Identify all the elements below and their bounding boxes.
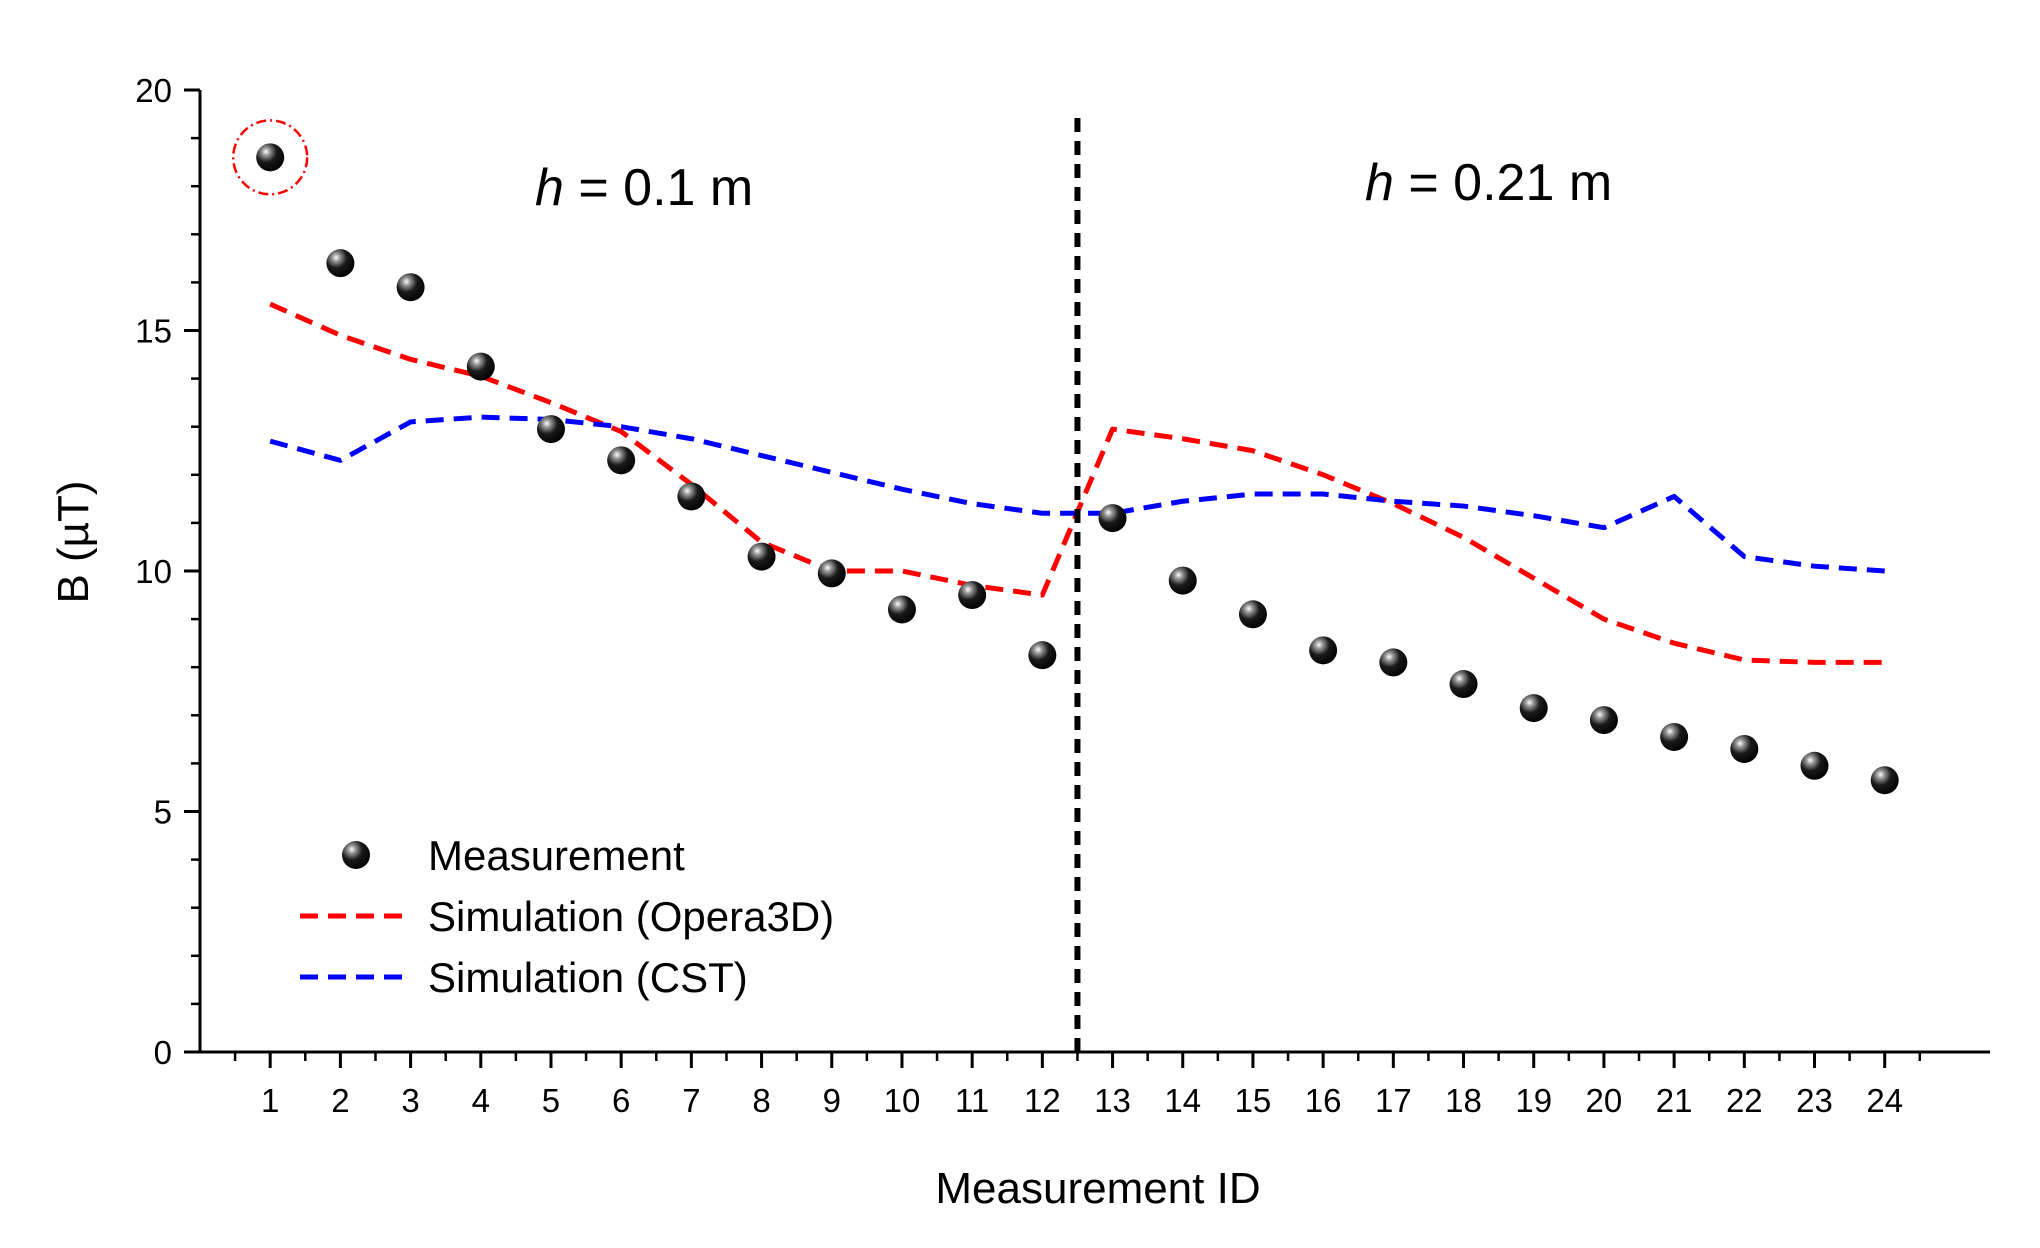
x-tick-label: 15 bbox=[1235, 1082, 1272, 1119]
x-tick-label: 14 bbox=[1164, 1082, 1201, 1119]
y-axis-title: B (µT) bbox=[49, 480, 98, 603]
x-tick-label: 4 bbox=[472, 1082, 490, 1119]
measurement-point bbox=[1519, 694, 1548, 723]
legend-label-cst: Simulation (CST) bbox=[428, 954, 748, 1001]
measurement-points bbox=[256, 143, 1899, 795]
x-tick-label: 10 bbox=[884, 1082, 921, 1119]
legend-label-measurement: Measurement bbox=[428, 832, 685, 879]
measurement-point bbox=[1660, 722, 1689, 751]
x-axis-ticks: 1 2 3 4 5 6 7 8 9 10 11 12 13 14 15 16 17 18 19 20 21 22 23 24 bbox=[233, 1052, 1922, 1119]
x-tick-label: 13 bbox=[1094, 1082, 1131, 1119]
measurement-point bbox=[1168, 566, 1197, 595]
x-tick-label: 17 bbox=[1375, 1082, 1412, 1119]
x-tick-label: 2 bbox=[331, 1082, 349, 1119]
x-tick-label: 24 bbox=[1866, 1082, 1903, 1119]
annotation-h-0-1: h = 0.1 m bbox=[535, 159, 753, 217]
annotation-h-0-21: h = 0.21 m bbox=[1365, 154, 1612, 212]
y-tick-label: 5 bbox=[154, 794, 172, 831]
measurement-point bbox=[1870, 766, 1899, 795]
measurement-point bbox=[466, 352, 495, 381]
measurement-point bbox=[396, 273, 425, 302]
measurement-point bbox=[1730, 734, 1759, 763]
y-tick-label: 15 bbox=[135, 313, 172, 350]
x-tick-label: 16 bbox=[1305, 1082, 1342, 1119]
x-tick-label: 5 bbox=[542, 1082, 560, 1119]
x-axis-title: Measurement ID bbox=[935, 1164, 1260, 1213]
y-tick-label: 10 bbox=[135, 553, 172, 590]
legend-marker-measurement bbox=[342, 841, 370, 869]
legend: Measurement Simulation (Opera3D) Simulat… bbox=[300, 832, 834, 1001]
x-tick-label: 3 bbox=[401, 1082, 419, 1119]
measurement-point bbox=[607, 446, 636, 475]
measurement-point bbox=[817, 559, 846, 588]
measurement-point bbox=[1589, 706, 1618, 735]
x-tick-label: 23 bbox=[1796, 1082, 1833, 1119]
y-tick-label: 0 bbox=[154, 1034, 172, 1071]
measurement-point bbox=[536, 415, 565, 444]
measurement-point bbox=[887, 595, 916, 624]
measurement-point bbox=[1028, 641, 1057, 670]
measurement-point bbox=[1098, 504, 1127, 533]
legend-label-opera3d: Simulation (Opera3D) bbox=[428, 893, 834, 940]
measurement-point bbox=[958, 581, 987, 610]
x-tick-label: 21 bbox=[1656, 1082, 1693, 1119]
measurement-point bbox=[326, 249, 355, 278]
x-tick-label: 8 bbox=[752, 1082, 770, 1119]
measurement-point bbox=[1449, 670, 1478, 699]
x-tick-label: 9 bbox=[823, 1082, 841, 1119]
measurement-point bbox=[1800, 751, 1829, 780]
x-tick-label: 1 bbox=[261, 1082, 279, 1119]
y-axis-ticks: 0 5 10 15 20 bbox=[135, 72, 200, 1071]
x-tick-label: 11 bbox=[955, 1082, 989, 1119]
x-tick-label: 18 bbox=[1445, 1082, 1482, 1119]
measurement-point bbox=[747, 542, 776, 571]
measurement-point bbox=[256, 143, 285, 172]
y-tick-label: 20 bbox=[135, 72, 172, 109]
measurement-point bbox=[677, 482, 706, 511]
measurement-point bbox=[1238, 600, 1267, 629]
measurement-point bbox=[1379, 648, 1408, 677]
x-tick-label: 12 bbox=[1024, 1082, 1061, 1119]
x-tick-label: 22 bbox=[1726, 1082, 1763, 1119]
measurement-point bbox=[1309, 636, 1338, 665]
x-tick-label: 20 bbox=[1586, 1082, 1623, 1119]
x-tick-label: 7 bbox=[682, 1082, 700, 1119]
x-tick-label: 6 bbox=[612, 1082, 630, 1119]
highlight-circle bbox=[231, 119, 309, 196]
x-tick-label: 19 bbox=[1515, 1082, 1552, 1119]
